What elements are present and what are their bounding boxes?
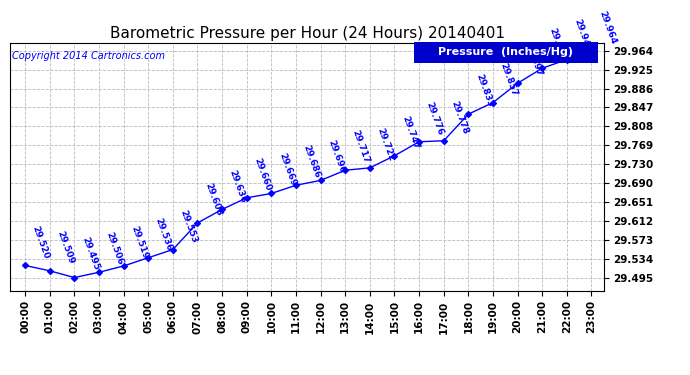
Text: 29.897: 29.897 [523, 42, 544, 78]
Text: 29.928: 29.928 [548, 27, 568, 63]
Text: 29.696: 29.696 [326, 139, 346, 175]
Text: 29.833: 29.833 [474, 73, 494, 109]
Title: Barometric Pressure per Hour (24 Hours) 20140401: Barometric Pressure per Hour (24 Hours) … [110, 26, 504, 40]
Text: 29.964: 29.964 [597, 9, 618, 45]
Text: 29.519: 29.519 [129, 225, 150, 260]
Text: Copyright 2014 Cartronics.com: Copyright 2014 Cartronics.com [12, 51, 164, 60]
Text: 29.747: 29.747 [400, 114, 420, 150]
Text: 29.660: 29.660 [253, 157, 273, 192]
Text: 29.776: 29.776 [424, 100, 445, 136]
Text: 29.536: 29.536 [154, 216, 174, 252]
Text: 29.509: 29.509 [55, 230, 76, 265]
Text: 29.608: 29.608 [203, 182, 224, 218]
Text: 29.553: 29.553 [179, 208, 199, 244]
Text: 29.686: 29.686 [302, 144, 322, 180]
Text: 29.636: 29.636 [228, 168, 248, 204]
Text: 29.717: 29.717 [351, 129, 371, 165]
Text: 29.495: 29.495 [80, 236, 100, 272]
Text: 29.778: 29.778 [449, 99, 470, 135]
Text: 29.857: 29.857 [498, 61, 519, 97]
Text: 29.669: 29.669 [277, 152, 297, 188]
Text: 29.506: 29.506 [105, 231, 125, 267]
Text: 29.520: 29.520 [30, 224, 51, 260]
Text: 29.946: 29.946 [573, 18, 593, 54]
Text: 29.722: 29.722 [375, 126, 396, 162]
